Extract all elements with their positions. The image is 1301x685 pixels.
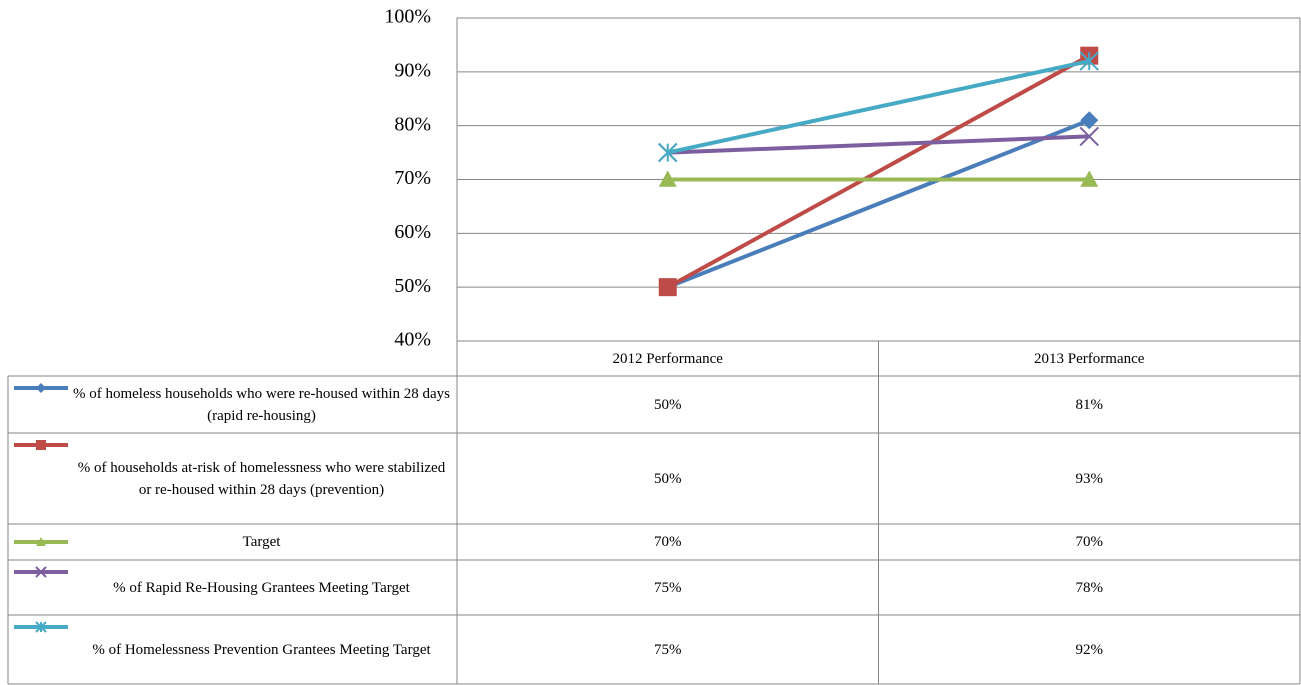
data-label: 75% bbox=[457, 560, 879, 615]
legend-entry-text: % of households at-risk of homelessness … bbox=[77, 459, 446, 498]
marker bbox=[36, 383, 46, 393]
data-label: 75% bbox=[457, 615, 879, 684]
marker bbox=[1080, 111, 1099, 130]
data-label-text: 50% bbox=[654, 470, 682, 487]
category-header: 2012 Performance bbox=[457, 341, 879, 376]
data-label-text: 81% bbox=[1075, 396, 1104, 413]
y-tick-label: 60% bbox=[394, 221, 431, 243]
marker bbox=[658, 170, 677, 187]
marker bbox=[1079, 126, 1099, 147]
legend-entry: % of homeless households who were re-hou… bbox=[8, 376, 457, 433]
legend-entry: % of households at-risk of homelessness … bbox=[8, 433, 457, 524]
data-label: 50% bbox=[457, 433, 879, 524]
data-label: 81% bbox=[879, 376, 1301, 433]
marker bbox=[36, 537, 46, 546]
y-tick-label: 100% bbox=[384, 6, 431, 28]
data-label-text: 75% bbox=[654, 641, 682, 658]
legend-entry-text: % of Rapid Re-Housing Grantees Meeting T… bbox=[113, 579, 410, 596]
data-label: 50% bbox=[457, 376, 879, 433]
data-label: 92% bbox=[879, 615, 1301, 684]
y-tick-label: 50% bbox=[394, 275, 431, 297]
data-label-text: 50% bbox=[654, 396, 682, 413]
marker bbox=[658, 142, 678, 163]
legend-entry: % of Rapid Re-Housing Grantees Meeting T… bbox=[8, 560, 457, 615]
y-tick-label: 90% bbox=[394, 59, 431, 81]
legend-entry-text: % of homeless households who were re-hou… bbox=[72, 385, 450, 424]
data-label-text: 70% bbox=[654, 534, 682, 550]
marker bbox=[658, 278, 677, 297]
category-header-text: 2012 Performance bbox=[612, 350, 723, 367]
data-label: 78% bbox=[879, 560, 1301, 615]
marker bbox=[36, 440, 46, 450]
series-line bbox=[667, 118, 1090, 290]
legend-entry: % of Homelessness Prevention Grantees Me… bbox=[8, 615, 457, 684]
legend-entry: Target bbox=[8, 524, 457, 560]
data-label-text: 78% bbox=[1075, 579, 1104, 596]
category-header-text: 2013 Performance bbox=[1034, 350, 1145, 367]
data-label-text: 92% bbox=[1075, 641, 1104, 658]
data-label-text: 75% bbox=[654, 579, 682, 596]
data-label: 70% bbox=[879, 524, 1301, 560]
series-line bbox=[667, 134, 1090, 155]
data-label: 93% bbox=[879, 433, 1301, 524]
data-label-text: 93% bbox=[1075, 470, 1104, 487]
data-label-text: 70% bbox=[1075, 534, 1104, 550]
marker bbox=[1080, 170, 1099, 187]
y-tick-label: 80% bbox=[394, 113, 431, 135]
y-tick-label: 40% bbox=[394, 329, 431, 351]
category-header: 2013 Performance bbox=[879, 341, 1301, 376]
y-tick-label: 70% bbox=[394, 167, 431, 189]
legend-entry-text: % of Homelessness Prevention Grantees Me… bbox=[92, 641, 431, 658]
series-line bbox=[667, 59, 1090, 155]
data-label: 70% bbox=[457, 524, 879, 560]
marker bbox=[1079, 51, 1099, 71]
marker bbox=[35, 621, 47, 633]
series-line bbox=[666, 53, 1091, 289]
marker bbox=[35, 566, 47, 578]
legend-entry-text: Target bbox=[242, 534, 281, 550]
